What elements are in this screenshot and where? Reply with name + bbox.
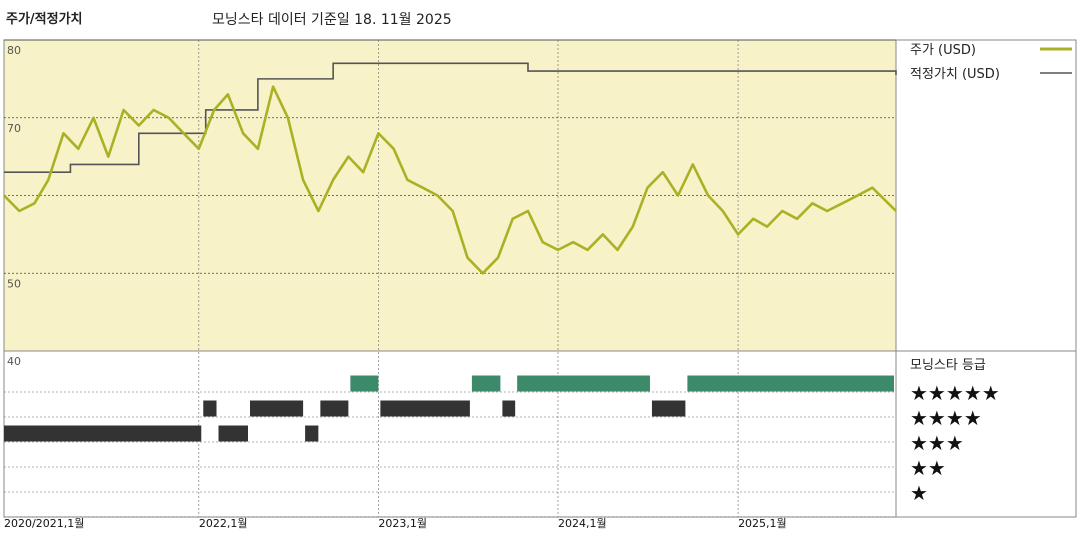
legend-two-star: ★★ xyxy=(910,456,946,480)
price-line xyxy=(3,85,897,275)
rating-period-bar xyxy=(651,400,686,417)
rating-period-bar xyxy=(218,425,249,442)
rating-period-bar xyxy=(4,425,202,442)
chart-title: 주가/적정가치 xyxy=(6,12,83,27)
rating-bars xyxy=(4,375,894,442)
rating-period-bar xyxy=(471,375,501,392)
rating-period-bar xyxy=(517,375,650,392)
x-tick-label: 2024,1월 xyxy=(558,517,607,530)
legend-price-label: 주가 (USD) xyxy=(910,43,976,58)
fair-value-line xyxy=(4,62,897,173)
x-axis-ticks: 2020/2021,1월 2022,1월 2023,1월 2024,1월 2025,1월 xyxy=(4,517,787,530)
rating-legend-title: 모닝스타 등급 xyxy=(910,358,986,373)
rating-period-bar xyxy=(250,400,304,417)
data-date-caption: 모닝스타 데이터 기준일 18. 11월 2025 xyxy=(212,12,452,28)
x-tick-label: 2020/2021,1월 xyxy=(4,517,84,530)
price-series xyxy=(3,85,897,275)
rating-axis-label: 40 xyxy=(7,355,21,368)
fair-value-series xyxy=(4,62,897,173)
legend-four-star: ★★★★ xyxy=(910,406,982,430)
rating-period-bar xyxy=(305,425,319,442)
x-tick-label: 2025,1월 xyxy=(738,517,787,530)
y-tick-label: 80 xyxy=(7,44,21,57)
legend-box xyxy=(895,39,1077,352)
y-tick-label: 50 xyxy=(7,277,21,290)
legend-three-star: ★★★ xyxy=(910,431,964,455)
rating-period-bar xyxy=(320,400,349,417)
grid-lines xyxy=(4,39,896,518)
rating-period-bar xyxy=(350,375,379,392)
rating-legend-box xyxy=(895,350,1077,518)
legend-five-star: ★★★★★ xyxy=(910,381,1000,405)
x-tick-label: 2023,1월 xyxy=(378,517,427,530)
y-tick-label: 70 xyxy=(7,122,21,135)
rating-period-bar xyxy=(687,375,894,392)
y-axis-ticks: 50 70 80 40 xyxy=(7,44,21,368)
x-tick-label: 2022,1월 xyxy=(199,517,248,530)
rating-period-bar xyxy=(380,400,470,417)
legend-one-star: ★ xyxy=(910,481,928,505)
rating-period-bar xyxy=(502,400,516,417)
legend-fair-value-label: 적정가치 (USD) xyxy=(910,67,1000,82)
rating-period-bar xyxy=(203,400,217,417)
